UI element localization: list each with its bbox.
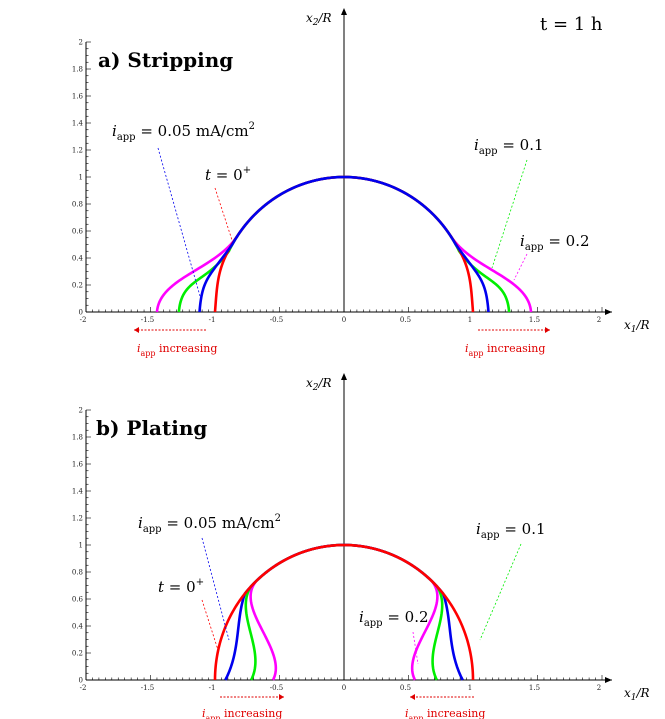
panel-plating: -2 -1.5 -1 -0.5 0 0.5 1 1.5 2 0 0.2 0.4 0.6 0.8 1 1.2 1.… [72, 373, 650, 719]
y-axis-label: x2/R [306, 11, 332, 28]
note-left: iapp increasing [137, 342, 217, 358]
y-tick-label: 1 [79, 542, 83, 550]
y-tick-label: 1.8 [72, 66, 83, 74]
y-tick-label: 0.2 [72, 282, 83, 290]
y-tick-label: 1.8 [72, 434, 83, 442]
x-tick-label: -0.5 [270, 316, 284, 324]
x-tick-label: -2 [80, 684, 87, 692]
x-tick-label: -0.5 [270, 684, 284, 692]
note-right: iapp increasing [465, 342, 545, 358]
label-iapp-0.2: iapp = 0.2 [520, 232, 590, 253]
y-axis-label: x2/R [306, 376, 332, 393]
x-tick-label: -2 [80, 316, 87, 324]
y-tick-label: 1 [79, 174, 83, 182]
x-axis-label: x1/R [624, 318, 650, 335]
x-axis-arrow [605, 309, 612, 315]
y-tick-label: 0.8 [72, 201, 83, 209]
label-iapp-0.1: iapp = 0.1 [476, 520, 546, 541]
x-axis-label: x1/R [624, 686, 650, 703]
y-tick-label: 1.6 [72, 461, 84, 469]
y-tick-label: 0.6 [72, 596, 84, 604]
label-iapp-0.1: iapp = 0.1 [474, 136, 544, 157]
time-label: t = 1 h [540, 14, 603, 35]
x-tick-label: 0 [342, 316, 346, 324]
x-axis-arrow [605, 677, 612, 683]
label-iapp-0.05: iapp = 0.05 mA/cm2 [112, 121, 255, 143]
y-axis-arrow [341, 373, 347, 380]
x-tick-label: -1 [209, 684, 216, 692]
x-tick-label: -1.5 [141, 684, 155, 692]
x-tick-label: 1.5 [529, 684, 540, 692]
x-tick-label: 0 [342, 684, 346, 692]
panel-title: a) Stripping [98, 48, 233, 72]
x-tick-label: 1 [468, 684, 472, 692]
leader-magenta [513, 253, 528, 281]
panel-title: b) Plating [96, 416, 207, 440]
arrow-left-head [279, 694, 284, 700]
x-tick-label: 2 [597, 684, 601, 692]
y-axis-arrow [341, 8, 347, 15]
y-tick-label: 1.2 [72, 147, 83, 155]
y-tick-label: 0 [79, 677, 83, 685]
x-tick-label: 2 [597, 316, 601, 324]
x-tick-label: 1.5 [529, 316, 540, 324]
label-t0: t = 0+ [205, 165, 251, 184]
series-line-1 [198, 175, 490, 313]
y-tick-label: 2 [79, 39, 83, 47]
x-tick-label: 0.5 [400, 316, 411, 324]
y-tick-label: 1.6 [72, 93, 84, 101]
leader-blue [157, 147, 201, 297]
leader-green [491, 159, 528, 269]
y-tick-label: 0.2 [72, 650, 83, 658]
x-tick-label: -1 [209, 316, 216, 324]
y-tick-label: 0 [79, 309, 83, 317]
x-tick-label: -1.5 [141, 316, 155, 324]
series-line-0 [213, 543, 475, 681]
x-tick-label: 0.5 [400, 684, 411, 692]
x-tick-label: 1 [468, 316, 472, 324]
arrow-right-head [410, 694, 415, 700]
y-tick-label: 0.4 [72, 623, 84, 631]
y-tick-label: 1.2 [72, 515, 83, 523]
arrow-left-head [134, 327, 139, 333]
label-iapp-0.05: iapp = 0.05 mA/cm2 [138, 513, 281, 535]
leader-blue [201, 537, 230, 641]
leader-red [214, 187, 233, 241]
panel-stripping: -2 -1.5 -1 -0.5 0 0.5 1 1.5 2 0 0.2 0.4 0.6 0.8 1 1.2 1.… [72, 8, 650, 358]
leader-red [201, 599, 219, 651]
y-tick-label: 1.4 [72, 488, 84, 496]
note-right: iapp increasing [405, 707, 485, 719]
leader-magenta [412, 631, 419, 665]
y-tick-label: 0.6 [72, 228, 84, 236]
y-tick-label: 0.4 [72, 255, 84, 263]
y-tick-label: 1.4 [72, 120, 84, 128]
note-left: iapp increasing [202, 707, 282, 719]
y-tick-label: 2 [79, 407, 83, 415]
leader-green [479, 543, 522, 641]
y-tick-label: 0.8 [72, 569, 83, 577]
label-t0: t = 0+ [158, 577, 204, 596]
label-iapp-0.2: iapp = 0.2 [359, 608, 429, 629]
arrow-right-head [545, 327, 550, 333]
